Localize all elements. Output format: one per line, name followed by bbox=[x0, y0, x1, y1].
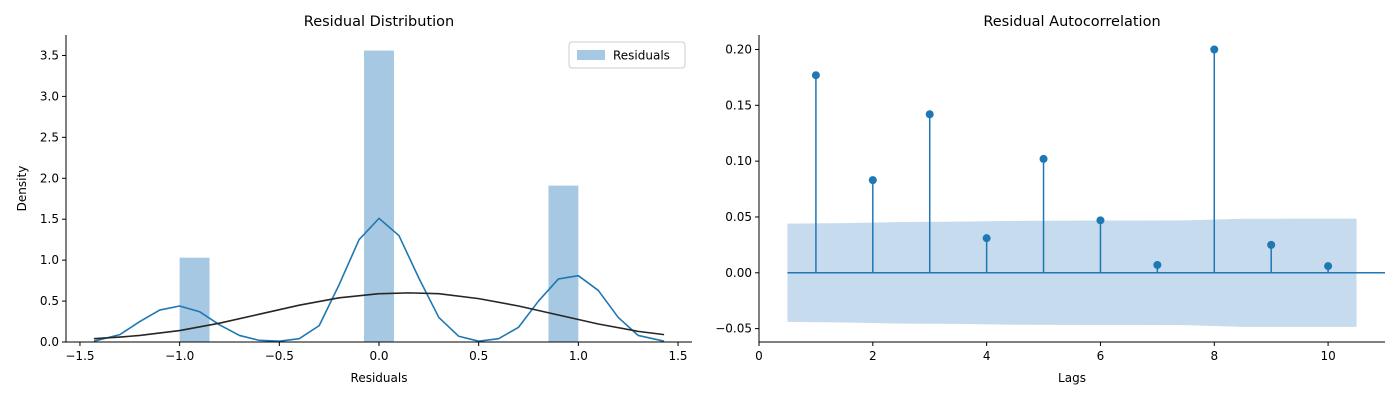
stem-marker bbox=[811, 71, 820, 80]
y-tick-label: 0.00 bbox=[725, 266, 752, 280]
x-tick-label: −0.5 bbox=[265, 349, 294, 363]
stem-marker bbox=[982, 234, 991, 243]
x-tick-label: 1.5 bbox=[668, 349, 687, 363]
stem-marker bbox=[1153, 260, 1162, 269]
stem-marker bbox=[1039, 154, 1048, 163]
x-tick-label: 10 bbox=[1320, 349, 1335, 363]
x-tick-label: −1.5 bbox=[65, 349, 94, 363]
y-tick-label: 0.20 bbox=[725, 43, 752, 57]
x-tick-label: 1.0 bbox=[569, 349, 588, 363]
legend-label: Residuals bbox=[613, 49, 670, 63]
y-tick-label: 0.0 bbox=[40, 335, 59, 349]
chart-title: Residual Distribution bbox=[304, 14, 454, 30]
x-tick-label: 0.5 bbox=[469, 349, 488, 363]
x-tick-label: 2 bbox=[869, 349, 877, 363]
x-tick-label: 0.0 bbox=[369, 349, 388, 363]
y-tick-label: 2.0 bbox=[40, 171, 59, 185]
y-tick-label: 0.10 bbox=[725, 154, 752, 168]
normal-fit-line bbox=[93, 292, 665, 340]
kde-line bbox=[93, 217, 665, 342]
stem-marker bbox=[925, 110, 934, 119]
x-axis-label: Residuals bbox=[351, 371, 408, 385]
residual-autocorrelation-chart: 0 2 4 6 8 10 −0.05 0.00 0.05 0.10 0.15 0.20 Residual… bbox=[715, 14, 1385, 385]
stem-marker bbox=[1324, 262, 1333, 271]
y-tick-label: 3.5 bbox=[40, 48, 59, 62]
x-axis-label: Lags bbox=[1058, 371, 1086, 385]
stem-marker bbox=[868, 176, 877, 185]
residual-distribution-chart: −1.5 −1.0 −0.5 0.0 0.5 1.0 1.5 0.0 0.5 1.0 1.5 2.0 2… bbox=[15, 14, 692, 385]
y-axis-label: Density bbox=[15, 166, 29, 212]
x-tick-label: 8 bbox=[1210, 349, 1218, 363]
chart-title: Residual Autocorrelation bbox=[983, 14, 1160, 30]
stem-marker bbox=[1210, 45, 1219, 54]
stem-marker bbox=[1267, 240, 1276, 249]
x-tick-label: −1.0 bbox=[165, 349, 194, 363]
y-tick-label: 0.5 bbox=[40, 294, 59, 308]
y-tick-label: −0.05 bbox=[715, 322, 752, 336]
x-tick-label: 4 bbox=[983, 349, 991, 363]
y-tick-label: 2.5 bbox=[40, 130, 59, 144]
legend-swatch bbox=[577, 50, 605, 60]
stem-marker bbox=[1096, 216, 1105, 225]
legend: Residuals bbox=[568, 41, 686, 69]
histogram-bar bbox=[364, 50, 394, 343]
x-tick-label: 6 bbox=[1097, 349, 1105, 363]
y-tick-label: 1.5 bbox=[40, 212, 59, 226]
y-tick-label: 1.0 bbox=[40, 253, 59, 267]
legend-box bbox=[568, 41, 686, 69]
y-tick-label: 3.0 bbox=[40, 89, 59, 103]
y-tick-label: 0.05 bbox=[725, 210, 752, 224]
y-tick-label: 0.15 bbox=[725, 98, 752, 112]
x-tick-label: 0 bbox=[755, 349, 763, 363]
